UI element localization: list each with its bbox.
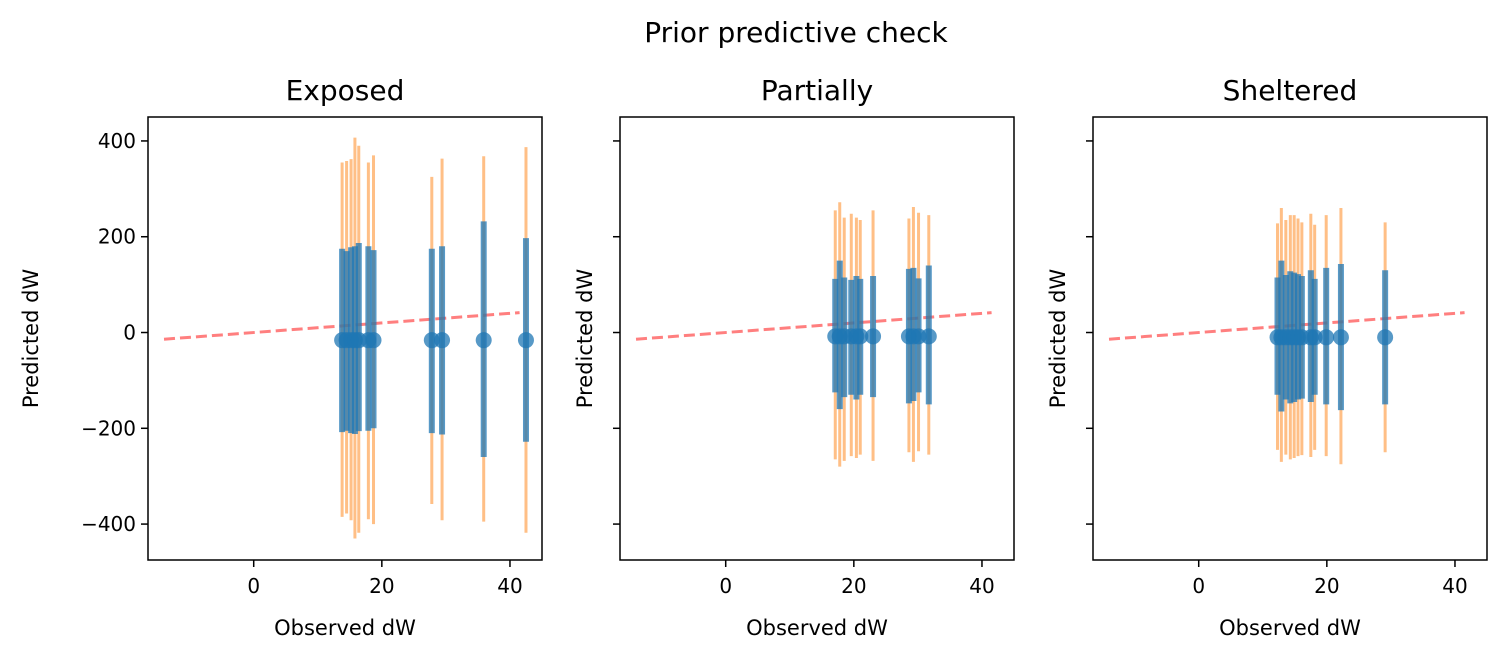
x-tick-label: 20 [1314, 574, 1339, 598]
x-tick-label: 0 [719, 574, 732, 598]
y-tick-label: −200 [81, 416, 136, 440]
plot-area [1108, 207, 1465, 465]
data-point [475, 332, 492, 349]
figure-title: Prior predictive check [644, 16, 948, 49]
x-axis-label: Observed dW [1219, 616, 1361, 640]
data-point [1318, 329, 1335, 346]
y-axis-label: Predicted dW [573, 269, 597, 409]
data-point [1377, 329, 1394, 346]
panel-title: Partially [761, 74, 873, 107]
data-point [1306, 329, 1323, 346]
y-tick-label: −400 [81, 512, 136, 536]
panel-exposed: Exposed 0 20 40 −400 −200 0 200 400 Observed dW Pr… [19, 74, 543, 640]
y-tick-label: 400 [98, 129, 136, 153]
data-point [434, 332, 451, 349]
x-tick-label: 0 [247, 574, 260, 598]
axes-frame [619, 116, 1015, 561]
y-axis-label: Predicted dW [1046, 269, 1070, 409]
y-tick-label: 200 [98, 225, 136, 249]
plot-area [163, 137, 534, 539]
x-tick-label: 20 [369, 574, 394, 598]
panel-title: Sheltered [1223, 74, 1358, 107]
axes-frame [147, 116, 543, 561]
panel-partially: Partially 0 20 40 Observed dW Predicted dW [573, 74, 1015, 640]
data-point [920, 328, 937, 345]
panel-title: Exposed [286, 74, 405, 107]
x-axis-label: Observed dW [274, 616, 416, 640]
x-tick-label: 0 [1192, 574, 1205, 598]
x-tick-label: 40 [497, 574, 522, 598]
x-tick-label: 40 [1442, 574, 1467, 598]
identity-line [635, 311, 992, 341]
axes-frame [1092, 116, 1488, 561]
data-point [1332, 329, 1349, 346]
data-point [865, 328, 882, 345]
panel-sheltered: Sheltered 0 20 40 Observed dW Predicted dW [1046, 74, 1488, 640]
y-tick-label: 0 [123, 321, 136, 345]
x-tick-label: 20 [841, 574, 866, 598]
plot-area [635, 202, 992, 467]
data-point [365, 332, 382, 349]
data-point [852, 328, 869, 345]
y-axis-label: Predicted dW [19, 269, 43, 409]
x-axis-label: Observed dW [746, 616, 888, 640]
data-point [517, 332, 534, 349]
x-tick-label: 40 [969, 574, 994, 598]
